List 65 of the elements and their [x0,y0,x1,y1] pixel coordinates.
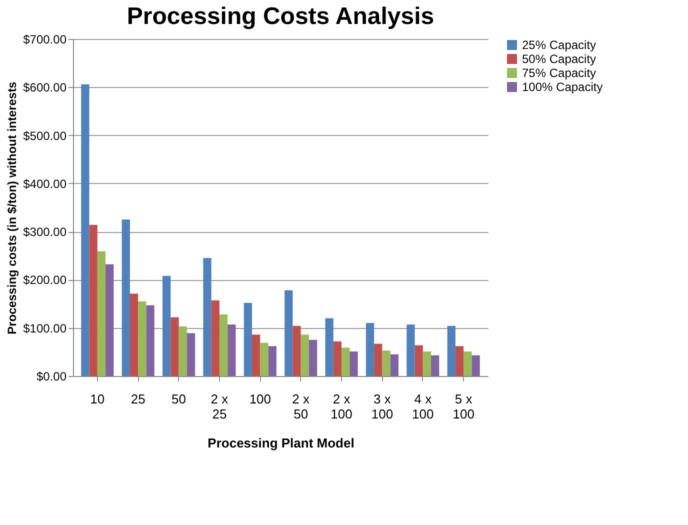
legend-label: 100% Capacity [522,80,603,94]
bar [170,317,179,376]
x-tick-label: 4 x 100 [412,392,434,422]
bar [228,324,236,376]
x-tick-label: 100 [249,392,272,406]
bar [308,340,318,376]
x-tick-label: 25 [130,392,146,406]
bar [464,351,472,376]
bar [260,342,268,376]
y-tick-label: $200.00 [23,273,67,288]
y-axis-title: Processing costs (in $/ton) without interests [5,81,20,334]
y-tick-label: $500.00 [23,128,67,143]
x-tick-label: 2 x 100 [330,392,352,422]
x-tick-label: 10 [90,392,105,406]
bar [219,314,228,376]
bar [366,323,374,376]
bar [106,264,114,376]
bar [414,345,423,376]
bar [350,351,358,376]
bar [81,84,90,376]
bar [292,326,301,376]
bar [211,300,220,376]
legend-label: 50% Capacity [522,52,596,66]
bar [162,276,171,376]
legend-label: 25% Capacity [522,38,596,52]
legend-label: 75% Capacity [522,66,596,80]
bar [325,318,334,376]
x-tick-label: 2 x 25 [210,392,229,422]
bar [300,334,309,376]
bar [455,346,464,376]
bar [268,346,276,376]
bar [146,305,154,376]
chart-title: Processing Costs Analysis [126,3,434,30]
bar [122,220,130,376]
bar [333,341,342,376]
bar [422,351,432,376]
bar [390,354,398,376]
y-tick-label: $300.00 [23,225,67,240]
y-tick-label: $0.00 [36,370,67,384]
bar [178,326,187,376]
bar [89,224,98,376]
x-axis-title: Processing Plant Model [208,436,354,450]
bar [97,251,106,376]
bar [252,334,260,376]
bar [382,350,390,376]
bar [447,326,456,376]
y-tick-label: $600.00 [23,80,67,95]
bar [130,294,138,376]
bar [406,324,415,376]
x-tick-label: 2 x 50 [292,392,310,422]
x-tick-label: 50 [172,392,186,406]
bar [342,348,350,376]
bar [284,290,293,376]
bar [472,355,480,376]
bar [186,333,196,376]
bar [203,258,212,376]
x-tick-label: 5 x 100 [452,392,474,422]
y-tick-label: $400.00 [23,176,67,191]
y-tick-label: $100.00 [23,321,67,336]
bar [431,355,440,376]
y-tick-label: $700.00 [23,32,67,46]
bar [374,344,382,376]
bar [138,301,146,376]
bar [244,302,252,376]
x-tick-label: 3 x 100 [371,392,394,422]
